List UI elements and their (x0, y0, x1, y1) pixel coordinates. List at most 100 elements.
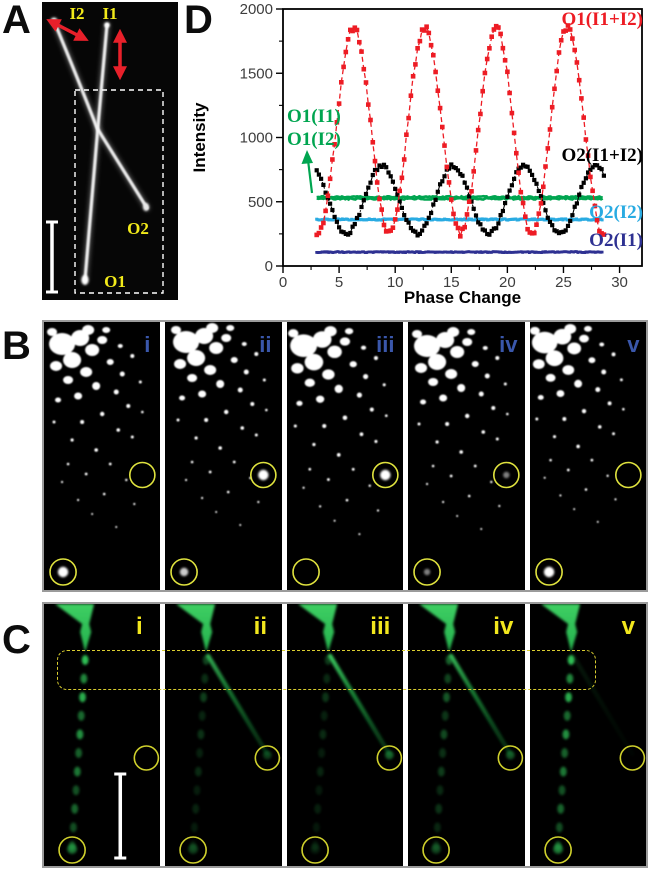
excitation-funnel (176, 604, 216, 652)
nanowire-i1 (81, 22, 110, 285)
o2-circle (254, 745, 281, 771)
o1-glow (431, 844, 442, 854)
excitation-funnel (297, 604, 337, 652)
panel-d-letter: D (184, 0, 213, 42)
o2-emission-spot (379, 469, 391, 481)
series-label-O1(I1+I2): O1(I1+I2) (561, 9, 643, 30)
output-label-o1: O1 (104, 272, 126, 291)
excitation-funnel (419, 604, 459, 652)
frame-label: v (621, 613, 635, 640)
svg-text:15: 15 (443, 274, 460, 291)
intensity-phase-chart: 0 5 10 15 20 25 30 0 500 1000 1500 2000 Intensity Pha… (190, 1, 643, 307)
input-label-i2: I2 (69, 4, 84, 23)
excitation-funnel (55, 604, 95, 652)
o2-circle (614, 461, 642, 489)
panel-a-image: I2 I1 O2 O1 (42, 2, 178, 300)
branch-wire (206, 653, 271, 757)
polarization-arrow-i2 (46, 19, 89, 41)
svg-text:5: 5 (335, 274, 343, 291)
o2-glow (506, 750, 516, 760)
panel-c-strip: i ii (42, 602, 648, 868)
o2-circle (371, 461, 399, 489)
branch-wire (570, 653, 635, 757)
branch-wire (327, 653, 392, 757)
panel-b-letter: B (2, 324, 31, 368)
panel-a-letter: A (2, 0, 31, 42)
series-O1(I1+I2) (314, 23, 607, 239)
o1-emission-spot (57, 566, 69, 578)
panel-b-frame-2: ii (165, 322, 282, 590)
svg-text:30: 30 (611, 274, 628, 291)
o1-circle (413, 558, 442, 586)
series-label-O2(I2): O2(I2) (589, 202, 643, 223)
panel-b-frame-1: i (44, 322, 161, 590)
panel-c-frame-5: v (529, 604, 647, 866)
scale-bar (46, 220, 58, 294)
series-label-O1(I2): O1(I2) (287, 129, 341, 150)
svg-text:25: 25 (555, 274, 572, 291)
o1-glow (552, 844, 563, 854)
o1-circle (58, 836, 86, 864)
o1-glow (309, 844, 320, 854)
o1-circle (49, 558, 77, 586)
svg-text:2000: 2000 (240, 1, 273, 18)
excitation-funnel (540, 604, 580, 652)
svg-text:1500: 1500 (240, 65, 273, 82)
o2-circle (133, 745, 160, 771)
series-label-O1(I1): O1(I1) (287, 106, 341, 127)
o1-circle (301, 836, 329, 864)
frame-label: i (136, 613, 143, 640)
panel-c-frame-2: ii (165, 604, 282, 866)
svg-text:0: 0 (279, 274, 287, 291)
o1-circle (422, 836, 451, 864)
panel-c-frame-3: iii (286, 604, 404, 866)
panel-c-frame-1: i (44, 604, 161, 866)
annotation-arrow (301, 150, 313, 164)
frame-label: iii (370, 613, 390, 640)
svg-text:0: 0 (265, 258, 273, 275)
panel-c-letter: C (2, 618, 31, 662)
series-label-O2(I1): O2(I1) (589, 230, 643, 251)
vertical-wire (190, 655, 210, 851)
y-axis-title: Intensity (190, 102, 209, 172)
svg-text:20: 20 (499, 274, 516, 291)
frame-label: ii (254, 613, 267, 640)
o1-emission-spot (543, 566, 554, 578)
o1-circle (170, 558, 199, 586)
frame-label: v (627, 332, 640, 357)
o2-circle (376, 745, 403, 771)
o2-emission-spot (503, 471, 510, 479)
branch-wire (449, 653, 513, 757)
panel-c-frame-4: iv (408, 604, 525, 866)
series-label-O2(I1+I2): O2(I1+I2) (561, 145, 643, 166)
o2-circle (250, 461, 278, 489)
frame-label: i (144, 332, 150, 357)
panel-b-frame-5: v (529, 322, 647, 590)
frame-label: ii (260, 332, 272, 357)
o2-circle (619, 745, 645, 771)
series-O2(I1+I2) (314, 162, 606, 238)
frame-label: iv (499, 332, 518, 357)
scale-bar (114, 772, 127, 860)
o2-circle (497, 745, 524, 771)
panel-b-strip: i (42, 320, 648, 592)
x-axis-title: Phase Change (404, 288, 521, 307)
frame-label: iii (376, 332, 394, 357)
svg-text:10: 10 (387, 274, 404, 291)
vertical-wire (554, 655, 575, 851)
o2-circle (128, 461, 156, 489)
o1-circle (179, 836, 208, 864)
input-label-i1: I1 (102, 4, 117, 23)
series-O2(I1) (315, 250, 604, 254)
o1-circle (534, 558, 563, 586)
o2-glow (263, 750, 273, 760)
o2-circle (493, 461, 520, 489)
svg-text:500: 500 (248, 194, 273, 211)
o1-glow (188, 844, 199, 854)
svg-text:1000: 1000 (240, 130, 273, 147)
panel-b-frame-4: iv (408, 322, 525, 590)
output-label-o2: O2 (127, 219, 149, 238)
o1-emission-spot (180, 567, 189, 577)
frame-label: iv (494, 613, 515, 640)
